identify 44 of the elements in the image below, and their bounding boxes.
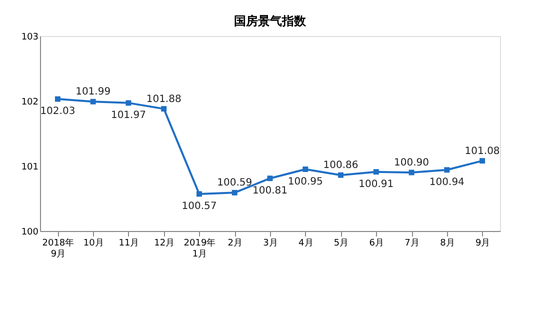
text: 100.90 (394, 158, 430, 168)
point (126, 100, 132, 106)
text: 101.88 (146, 94, 182, 105)
point (373, 169, 379, 175)
text: 100.94 (429, 176, 464, 188)
text: 100.95 (288, 176, 323, 188)
point (232, 190, 238, 196)
x-tick-label: 10月 (83, 238, 104, 248)
text: 100.86 (323, 160, 358, 172)
point (444, 167, 450, 173)
point (90, 98, 96, 104)
text: 100.57 (182, 200, 217, 212)
y-tick-label: 100 (21, 228, 39, 238)
x-tick-label: 2018年 9月 (42, 238, 74, 260)
x-tick-label: 12月 (154, 238, 175, 248)
x-tick-label: 5月 (334, 238, 349, 248)
text: 101.08 (464, 146, 500, 157)
x-tick-label: 9月 (475, 238, 490, 248)
x-tick-label: 2019年 1月 (184, 238, 216, 260)
point (161, 106, 167, 112)
x-tick-label: 4月 (298, 238, 314, 248)
y-tick-label: 103 (21, 32, 38, 42)
point (408, 170, 414, 176)
x-tick-label: 2月 (228, 238, 242, 248)
y-tick-label: 101 (21, 162, 38, 172)
point (196, 191, 202, 197)
x-tick-label: 6月 (369, 238, 384, 248)
text: 100.91 (358, 178, 394, 190)
point (480, 158, 486, 164)
text: 101.99 (76, 86, 111, 98)
text: 101.97 (110, 110, 146, 121)
text: 102.03 (40, 106, 76, 118)
x-tick-label: 11月 (118, 238, 140, 248)
point (338, 172, 344, 178)
point (54, 96, 60, 102)
chart-title: 国房景气指数 (234, 14, 307, 28)
x-tick-label: 8月 (440, 238, 455, 248)
point (267, 176, 273, 182)
x-tick-label: 3月 (263, 238, 278, 248)
y-tick-label: 102 (21, 98, 38, 108)
point (302, 166, 308, 172)
x-tick-label: 7月 (404, 238, 420, 248)
text: 100.81 (252, 185, 288, 196)
text: 100.59 (217, 178, 252, 189)
